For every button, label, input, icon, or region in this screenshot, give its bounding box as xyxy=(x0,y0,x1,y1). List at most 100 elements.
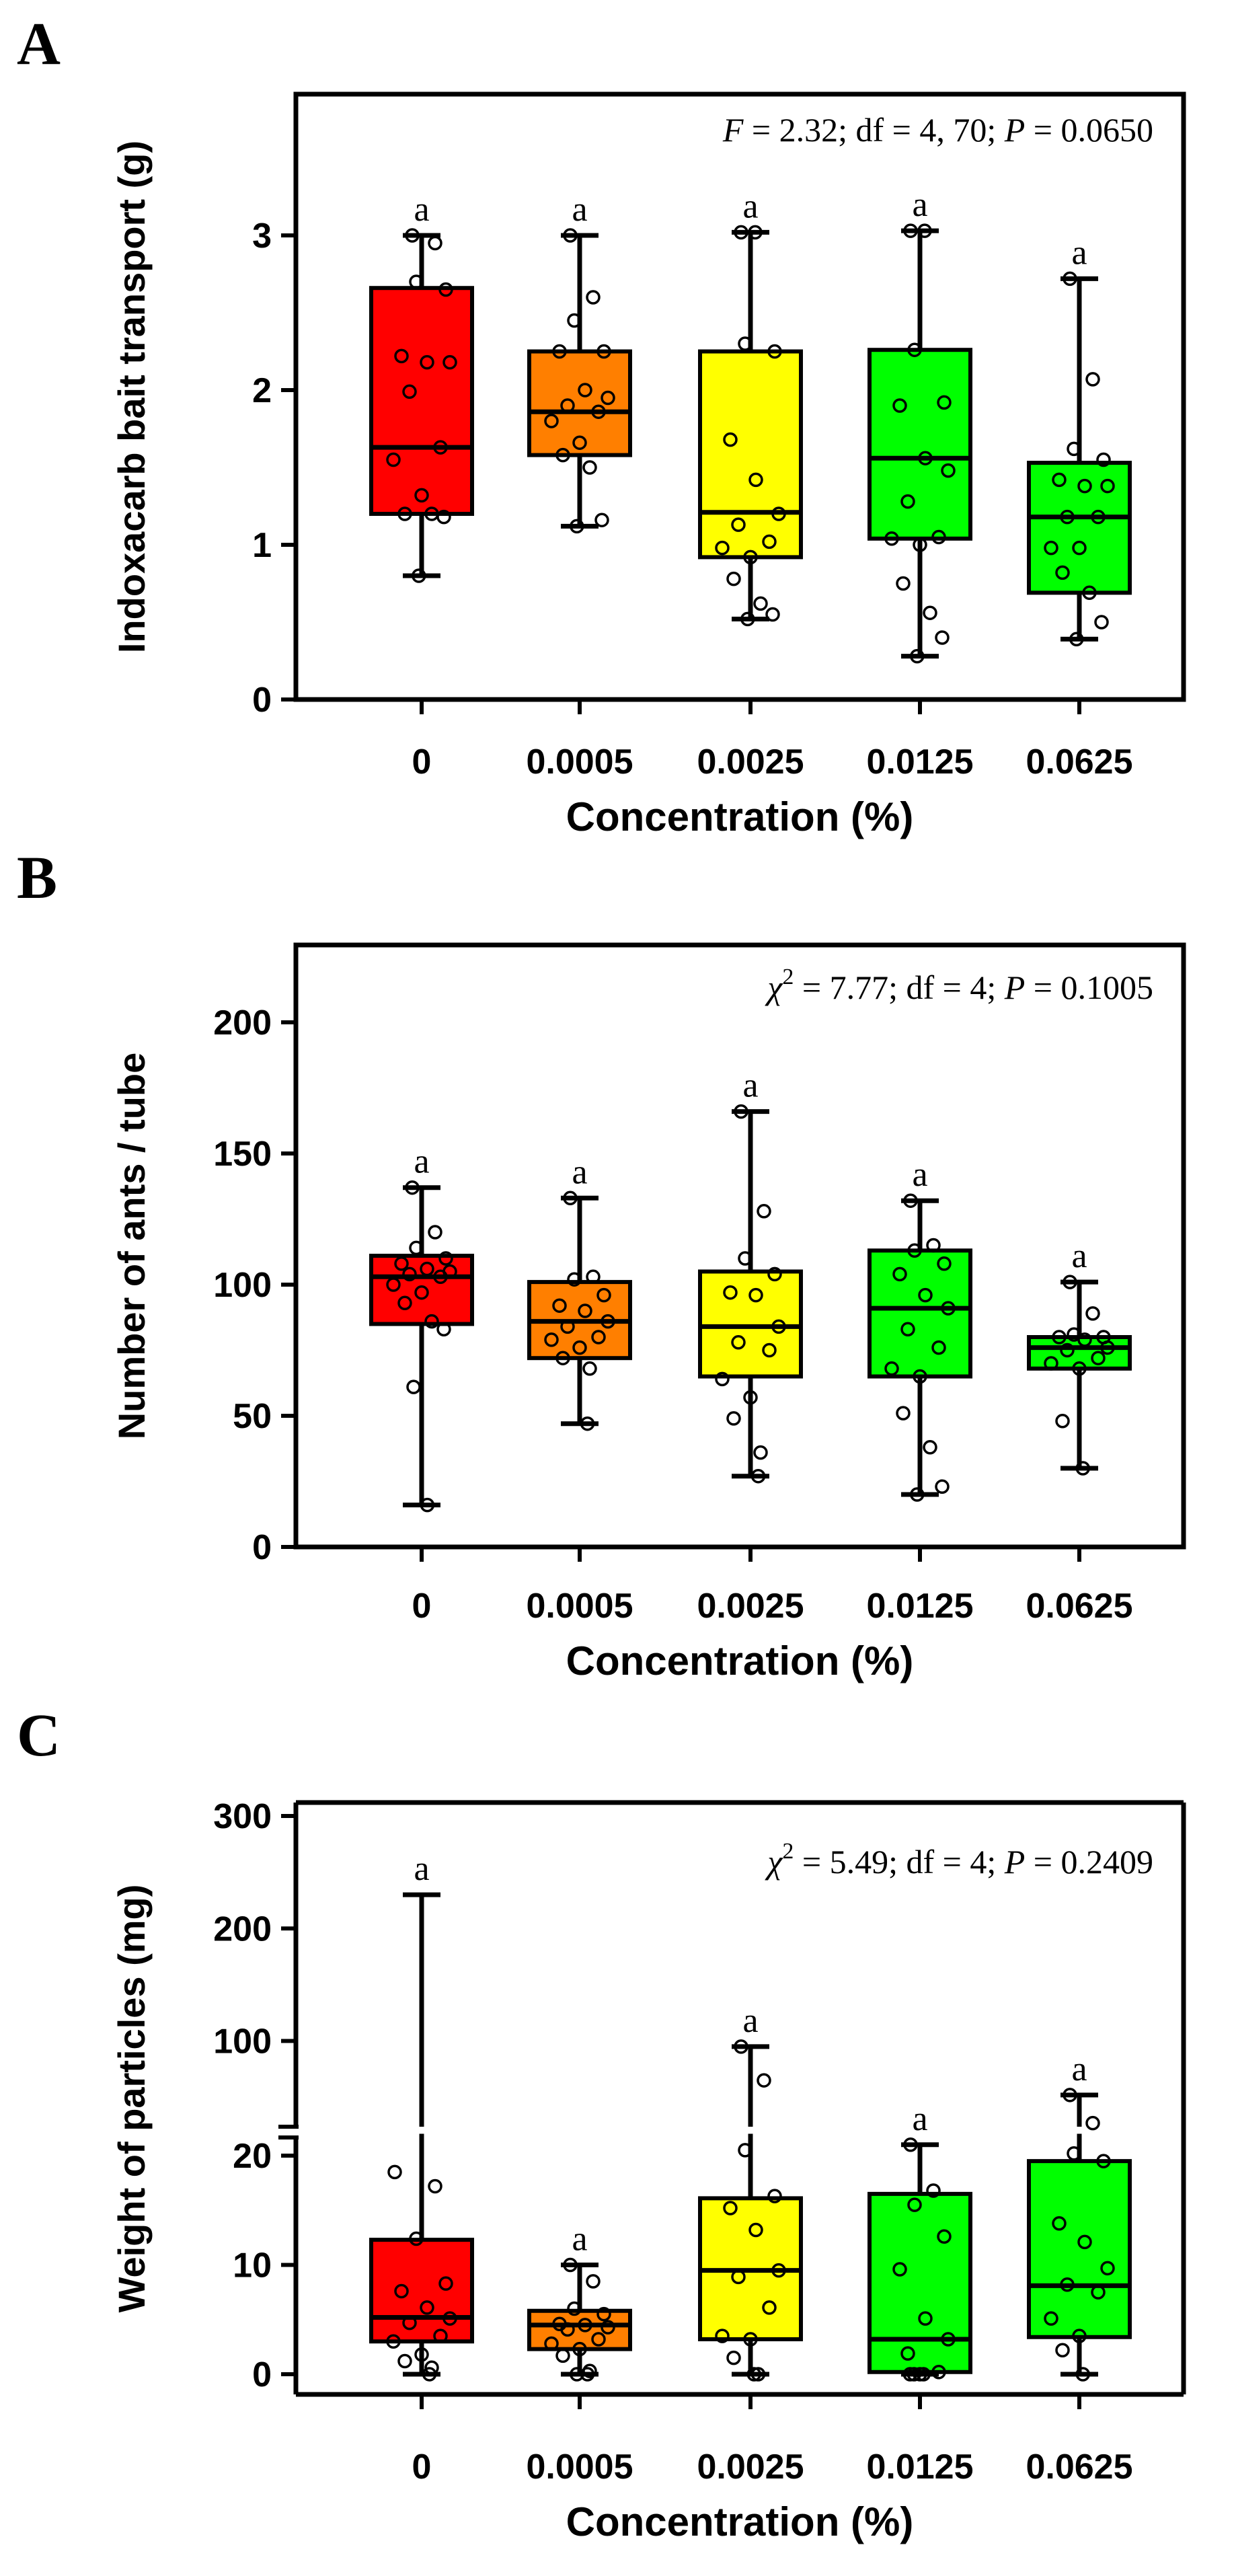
data-point xyxy=(397,2353,412,2369)
p-name: P xyxy=(1004,111,1026,149)
y-tick-label: 200 xyxy=(213,1003,272,1043)
data-point xyxy=(1063,271,1077,287)
data-point xyxy=(560,2322,575,2337)
x-tick-label: 0.0125 xyxy=(866,2448,973,2487)
box-group-0: a xyxy=(369,1143,474,1513)
box-iqr xyxy=(867,2191,972,2374)
data-point xyxy=(734,225,748,240)
data-point xyxy=(935,1479,950,1494)
data-point xyxy=(1075,1461,1090,1476)
x-tick-label: 0.0625 xyxy=(1026,2448,1132,2487)
significance-letter: a xyxy=(1071,233,1087,272)
box-iqr xyxy=(698,349,803,560)
stat-annotation: χ2 = 5.49; df = 4; P = 0.2409 xyxy=(765,1839,1153,1881)
data-point xyxy=(420,1497,435,1513)
data-point xyxy=(386,452,401,467)
data-point xyxy=(1094,615,1109,630)
data-point xyxy=(578,383,592,397)
data-point xyxy=(748,2222,763,2238)
data-point xyxy=(563,1190,578,1206)
data-point xyxy=(405,228,420,243)
stat-body: = 7.77; df = 4; xyxy=(794,969,1004,1006)
data-point xyxy=(402,1266,417,1282)
data-point xyxy=(586,290,601,305)
data-point xyxy=(567,313,582,328)
data-point xyxy=(1044,1356,1058,1371)
y-tick-label: 10 xyxy=(233,2246,272,2285)
y-tick-label: 200 xyxy=(213,1909,272,1948)
data-point xyxy=(750,1468,766,1484)
x-axis-title: Concentration (%) xyxy=(566,1638,914,1683)
data-point xyxy=(436,1322,451,1337)
data-point xyxy=(907,2367,921,2382)
data-point xyxy=(428,2179,442,2194)
data-point xyxy=(422,2367,437,2382)
data-point xyxy=(591,2332,606,2347)
data-point xyxy=(1063,1275,1077,1289)
x-tick-label: 0.0005 xyxy=(526,2448,633,2487)
data-point xyxy=(405,1180,420,1195)
data-point xyxy=(560,1319,575,1334)
data-point xyxy=(1055,2343,1070,2357)
box-group-0.0005: a xyxy=(527,190,632,534)
data-point xyxy=(926,2183,941,2198)
data-point xyxy=(570,2367,584,2382)
data-point xyxy=(386,1277,401,1292)
stat-body: = 2.32; df = 4, 70; xyxy=(743,111,1004,149)
data-point xyxy=(412,568,426,583)
data-point xyxy=(572,2341,587,2357)
data-point xyxy=(726,2350,741,2365)
x-axis-title: Concentration (%) xyxy=(566,2499,914,2544)
data-point xyxy=(409,1240,424,1256)
data-point xyxy=(428,1225,442,1240)
significance-letter: a xyxy=(742,1067,758,1105)
p-value: = 0.2409 xyxy=(1025,1843,1153,1881)
data-point xyxy=(420,354,434,370)
x-tick-label: 0.0025 xyxy=(697,743,804,782)
data-point xyxy=(1052,1330,1067,1344)
box-group-0.0005: a xyxy=(527,2220,632,2382)
data-point xyxy=(591,404,606,419)
data-point xyxy=(892,2262,907,2277)
data-point xyxy=(442,354,457,370)
x-axis-title: Concentration (%) xyxy=(566,794,914,839)
significance-letter: a xyxy=(414,1850,429,1888)
data-point xyxy=(1063,2088,1077,2103)
data-point xyxy=(743,2332,758,2347)
data-point xyxy=(916,2367,931,2382)
data-point xyxy=(731,517,746,532)
data-point xyxy=(923,605,937,620)
data-point xyxy=(937,1256,952,1271)
data-point xyxy=(1044,540,1058,556)
data-point xyxy=(414,488,429,503)
y-tick-label: 150 xyxy=(213,1135,272,1174)
data-point xyxy=(1082,585,1097,601)
data-point xyxy=(762,1342,777,1358)
data-point xyxy=(767,344,782,359)
x-tick-label: 0.0125 xyxy=(866,1587,973,1626)
plot-frame xyxy=(293,91,1186,702)
significance-letter: a xyxy=(572,2220,587,2259)
x-tick-label: 0.0005 xyxy=(526,1587,633,1626)
data-point xyxy=(907,1243,922,1258)
data-point xyxy=(409,274,424,289)
data-point xyxy=(1085,2115,1100,2131)
data-point xyxy=(601,1314,615,1329)
box-group-0.0005: a xyxy=(527,1153,632,1431)
data-point xyxy=(544,2336,559,2351)
data-point xyxy=(582,1361,597,1376)
x-tick-label: 0.0125 xyxy=(866,743,973,782)
data-point xyxy=(734,2039,748,2054)
data-point xyxy=(913,1369,927,1384)
data-point xyxy=(1100,1340,1115,1355)
data-point xyxy=(555,447,570,463)
panel-c: C 0 10 20 100 200 300 0 0.0005 0.0025 0.0125 0.0625… xyxy=(17,1702,1186,2544)
box-iqr xyxy=(867,1248,972,1379)
x-tick-label: 0 xyxy=(412,743,432,782)
data-point xyxy=(937,2229,952,2244)
data-point xyxy=(567,2301,582,2316)
x-tick-label: 0.0025 xyxy=(697,1587,804,1626)
data-point xyxy=(563,228,578,243)
data-point xyxy=(746,2367,761,2382)
data-point xyxy=(931,1340,946,1355)
